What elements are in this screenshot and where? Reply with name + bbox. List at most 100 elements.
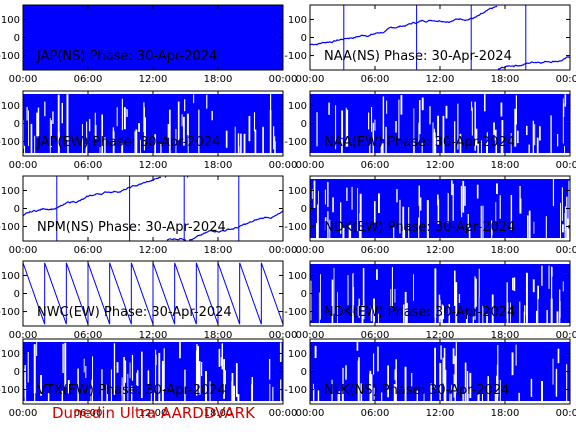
trace-gap	[40, 375, 42, 396]
trace-gap	[413, 108, 415, 143]
x-tick-label: 06:00	[74, 160, 103, 171]
trace-gap	[113, 343, 116, 395]
trace-gap	[346, 187, 348, 201]
x-tick-label: 00:00	[556, 74, 576, 85]
trace-gap	[198, 109, 200, 154]
x-tick-label: 12:00	[139, 408, 168, 419]
x-tick-label: 06:00	[361, 245, 390, 256]
x-tick-label: 06:00	[361, 160, 390, 171]
y-tick-label: 0	[301, 204, 307, 215]
trace-fill	[310, 179, 570, 238]
phase-panel: 100 0 -100 00:00 06:00 12:00 18:00 00:00 NLK(NS)…	[284, 338, 576, 419]
trace-gap	[223, 359, 225, 399]
y-tick-label: 0	[14, 33, 20, 44]
trace-gap	[274, 141, 276, 156]
trace-gap	[26, 107, 28, 121]
trace-gap	[524, 305, 526, 316]
trace-gap	[351, 186, 353, 210]
trace-gap	[195, 350, 198, 396]
y-tick-label: 0	[14, 204, 20, 215]
trace-gap	[474, 101, 476, 151]
trace-gap	[77, 368, 79, 404]
trace-gap	[460, 185, 462, 211]
trace-gap	[52, 111, 54, 124]
x-tick-label: 06:00	[361, 408, 390, 419]
phase-panel: 100 0 -100 00:00 06:00 12:00 18:00 00:00 NAA(NS)…	[284, 4, 576, 85]
trace-gap	[562, 281, 564, 292]
y-tick-label: 100	[1, 101, 20, 112]
x-tick-label: 18:00	[204, 160, 233, 171]
y-tick-label: 100	[288, 101, 307, 112]
y-tick-label: 100	[1, 15, 20, 26]
trace-gap	[440, 345, 442, 360]
trace-gap	[455, 342, 457, 393]
trace-gap	[369, 144, 371, 156]
phase-panel: 100 0 -100 00:00 06:00 12:00 18:00 00:00 NWC(EW)…	[0, 260, 297, 341]
trace-gap	[526, 125, 528, 136]
trace-gap	[377, 346, 379, 372]
trace-gap	[94, 112, 96, 136]
trace-gap	[419, 202, 420, 229]
trace-gap	[24, 373, 26, 404]
trace-gap	[369, 373, 371, 388]
x-tick-label: 06:00	[74, 74, 103, 85]
y-tick-label: 100	[1, 271, 20, 282]
trace-gap	[225, 130, 228, 148]
trace-gap	[395, 121, 397, 133]
trace-gap	[67, 136, 69, 156]
x-tick-label: 00:00	[296, 330, 325, 341]
trace-gap	[535, 310, 538, 326]
trace-gap	[442, 115, 445, 156]
y-tick-label: -100	[284, 51, 307, 62]
trace-gap	[480, 140, 482, 156]
trace-fill	[310, 94, 570, 153]
trace-gap	[453, 374, 455, 398]
x-tick-label: 12:00	[426, 408, 455, 419]
trace-gap	[346, 109, 349, 147]
trace-gap	[81, 123, 83, 156]
trace-gap	[551, 266, 553, 303]
trace-gap	[439, 299, 441, 320]
trace-gap	[147, 370, 150, 384]
trace-gap	[106, 384, 108, 404]
trace-gap	[83, 358, 85, 373]
trace-fill	[23, 94, 283, 153]
trace-gap	[363, 301, 365, 320]
trace-gap	[459, 133, 462, 156]
trace-gap	[248, 115, 251, 142]
trace-fill	[23, 342, 283, 401]
trace-gap	[85, 366, 87, 379]
trace-gap	[61, 390, 64, 402]
trace-gap	[358, 357, 360, 404]
trace-gap	[153, 392, 156, 404]
trace-gap	[138, 123, 140, 132]
trace-gap	[478, 268, 480, 298]
trace-gap	[515, 344, 517, 366]
trace-gap	[197, 346, 200, 385]
trace-gap	[337, 292, 339, 326]
trace-gap	[494, 392, 496, 404]
trace-gap	[36, 112, 39, 137]
trace-gap	[474, 276, 476, 320]
trace-gap	[131, 354, 134, 381]
trace-gap	[440, 309, 442, 326]
trace-gap	[458, 294, 461, 303]
trace-gap	[37, 107, 40, 138]
trace-gap	[370, 306, 373, 322]
trace-gap	[378, 313, 380, 326]
trace-gap	[483, 94, 486, 112]
x-tick-label: 00:00	[9, 408, 38, 419]
panel-title: NPM(NS) Phase: 30-Apr-2024	[37, 220, 226, 235]
trace-gap	[91, 379, 93, 391]
trace-gap	[329, 219, 331, 241]
trace-gap	[495, 202, 497, 222]
trace-gap	[385, 126, 387, 156]
trace-gap	[23, 145, 26, 156]
trace-gap	[345, 365, 347, 380]
trace-gap	[139, 139, 141, 156]
y-tick-label: 100	[1, 186, 20, 197]
trace-gap	[121, 384, 123, 396]
trace-gap	[135, 129, 138, 156]
x-tick-label: 18:00	[204, 74, 233, 85]
panel-title: NAA(EW) Phase: 30-Apr-2024	[324, 135, 515, 150]
